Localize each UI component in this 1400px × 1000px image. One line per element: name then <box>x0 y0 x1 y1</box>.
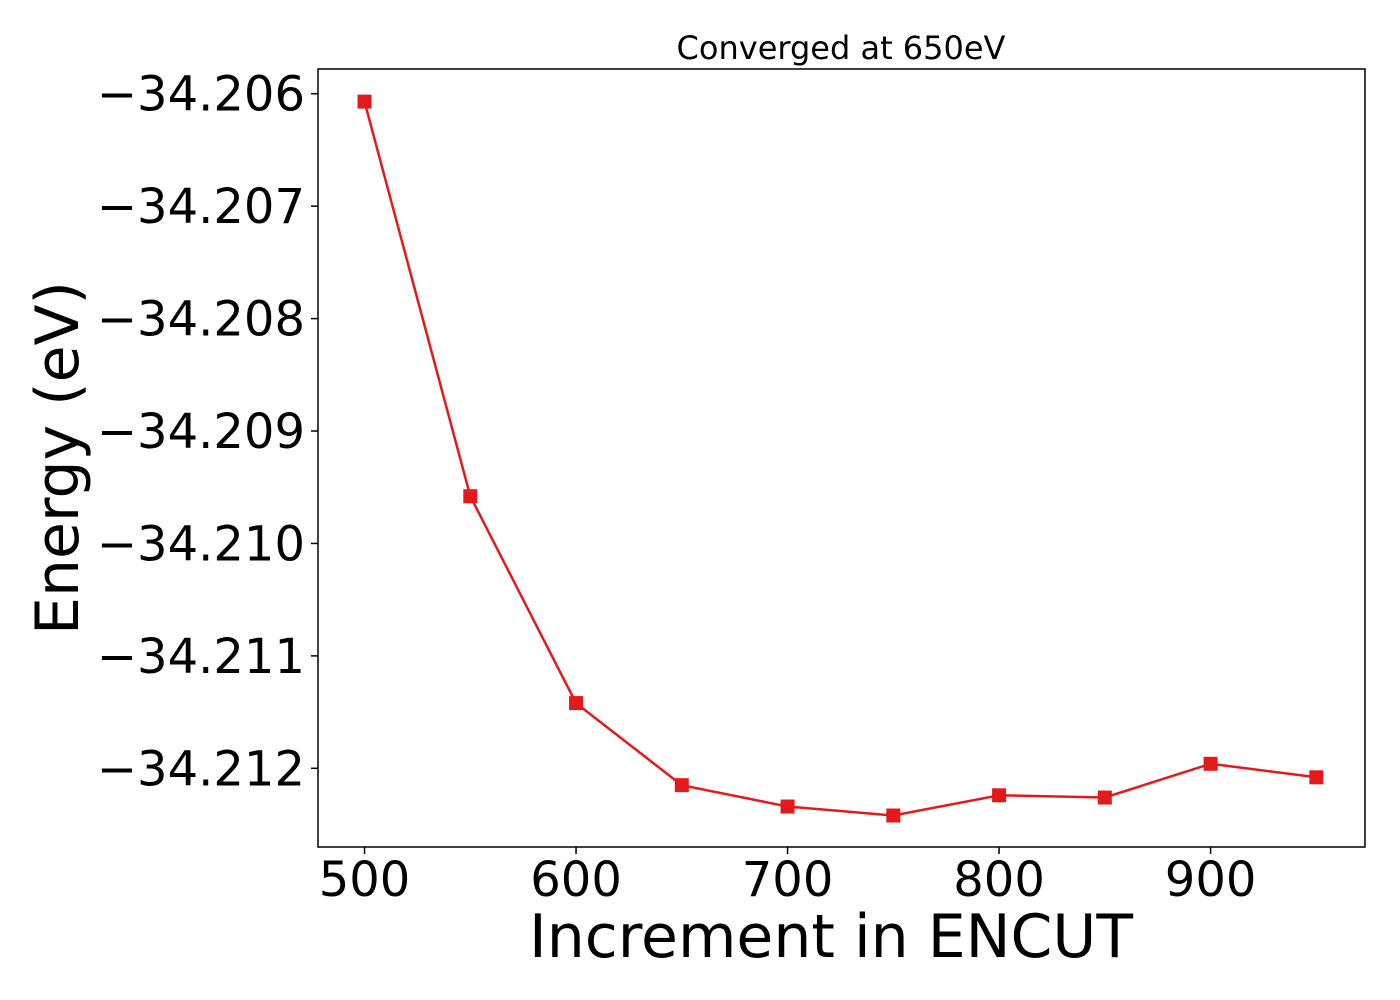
data-point <box>357 94 372 109</box>
data-point <box>1203 756 1218 771</box>
chart-title: Converged at 650eV <box>677 29 1006 67</box>
x-tick-label: 900 <box>1165 852 1257 908</box>
y-tick-label: −34.208 <box>97 292 305 348</box>
x-axis-title: Increment in ENCUT <box>529 902 1133 972</box>
data-point <box>780 799 795 814</box>
y-tick-label: −34.209 <box>97 404 305 460</box>
data-point <box>886 808 901 823</box>
plot-area <box>317 68 1366 848</box>
y-tick-label: −34.207 <box>97 179 305 235</box>
data-point <box>674 778 689 793</box>
y-tick-label: −34.212 <box>97 741 305 797</box>
y-tick-label: −34.211 <box>97 629 305 685</box>
y-axis: −34.206 −34.207 −34.208 −34.209 −34.210 −34.2… <box>97 67 318 797</box>
x-tick-label: 700 <box>742 852 834 908</box>
x-axis: 500 600 700 800 900 <box>319 847 1257 908</box>
x-tick-label: 500 <box>319 852 411 908</box>
y-tick-label: −34.210 <box>97 516 305 572</box>
x-tick-label: 600 <box>530 852 622 908</box>
y-axis-title: Energy (eV) <box>23 281 93 635</box>
data-point <box>992 788 1007 803</box>
series-layer <box>357 94 1324 823</box>
data-point <box>569 696 584 711</box>
x-tick-label: 800 <box>953 852 1045 908</box>
y-tick-label: −34.206 <box>97 67 305 123</box>
series-line <box>363 101 1317 817</box>
data-point <box>1309 770 1324 785</box>
data-point <box>463 489 478 504</box>
data-point <box>1097 790 1112 805</box>
